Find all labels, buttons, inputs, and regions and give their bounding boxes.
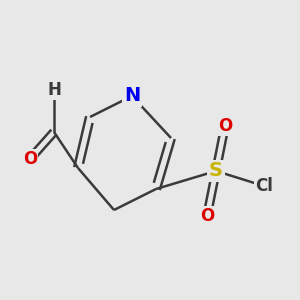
- Text: Cl: Cl: [255, 177, 273, 195]
- Text: N: N: [124, 86, 140, 106]
- Text: S: S: [209, 161, 223, 181]
- Text: H: H: [47, 81, 61, 99]
- Text: O: O: [218, 117, 232, 135]
- Text: O: O: [23, 150, 37, 168]
- Text: O: O: [200, 207, 214, 225]
